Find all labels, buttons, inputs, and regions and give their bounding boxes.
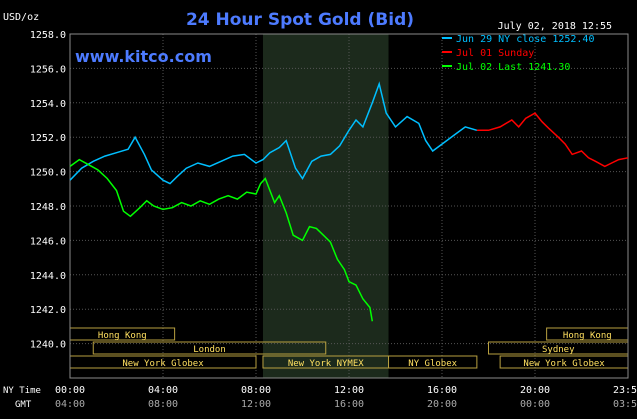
session-label: Hong Kong [563, 331, 612, 341]
session-label: New York Globex [523, 359, 605, 369]
legend: Jun 29 NY close 1252.40 Jul 01 Sunday Jul … [442, 34, 594, 73]
gmt-row-label: GMT [15, 400, 32, 410]
legend-entry: Jul 01 Sunday [456, 48, 534, 59]
session-label: NY Globex [408, 359, 457, 369]
y-tick-label: 1242.0 [30, 305, 66, 316]
y-tick-label: 1258.0 [30, 30, 66, 41]
series-line [476, 112, 629, 168]
series-layer [69, 81, 629, 322]
session-label: London [193, 345, 226, 355]
kitco-watermark: www.kitco.com [75, 47, 212, 66]
x-tick-label-gmt: 08:00 [148, 399, 178, 410]
x-tick-label-gmt: 12:00 [241, 399, 271, 410]
x-tick-label-ny: 16:00 [427, 385, 457, 396]
x-tick-label-gmt: 20:00 [427, 399, 457, 410]
timestamp: July 02, 2018 12:55 [498, 21, 612, 32]
series-line [69, 158, 374, 322]
x-tick-label-ny: 23:59 [613, 385, 637, 396]
session-label: Hong Kong [98, 331, 147, 341]
y-tick-label: 1246.0 [30, 236, 66, 247]
x-tick-label-gmt: 00:00 [520, 399, 550, 410]
x-tick-label-gmt: 03:59 [613, 399, 637, 410]
x-tick-label-ny: 00:00 [55, 385, 85, 396]
x-axis-ticks: 00:00 04:00 04:00 08:00 08:00 12:00 12:00 16:00… [55, 385, 637, 410]
session-bar [388, 355, 478, 369]
y-axis-ticks: 1240.0 1242.0 1244.0 1246.0 1248.0 1250.0 1252… [30, 30, 66, 351]
ny-time-row-label: NY Time [3, 386, 41, 396]
x-tick-label-ny: 08:00 [241, 385, 271, 396]
x-tick-label-gmt: 16:00 [334, 399, 364, 410]
session-label: Sydney [542, 345, 575, 355]
y-tick-label: 1252.0 [30, 133, 66, 144]
x-tick-label-ny: 12:00 [334, 385, 364, 396]
y-tick-label: 1250.0 [30, 168, 66, 179]
y-tick-label: 1254.0 [30, 99, 66, 110]
y-tick-label: 1244.0 [30, 271, 66, 282]
chart-title: 24 Hour Spot Gold (Bid) [186, 10, 414, 30]
session-label: New York Globex [122, 359, 204, 369]
x-tick-label-ny: 04:00 [148, 385, 178, 396]
x-tick-label-gmt: 04:00 [55, 399, 85, 410]
y-axis-label: USD/oz [3, 12, 39, 23]
session-label: New York NYMEX [288, 359, 364, 369]
session-bar [92, 341, 327, 355]
y-tick-label: 1256.0 [30, 64, 66, 75]
plot-frame [69, 33, 629, 379]
y-tick-label: 1248.0 [30, 202, 66, 213]
legend-entry: Jul 02 Last 1241.30 [456, 62, 570, 73]
x-tick-label-ny: 20:00 [520, 385, 550, 396]
series-line [69, 81, 478, 185]
y-tick-label: 1240.0 [30, 340, 66, 351]
legend-entry: Jun 29 NY close 1252.40 [456, 34, 594, 45]
